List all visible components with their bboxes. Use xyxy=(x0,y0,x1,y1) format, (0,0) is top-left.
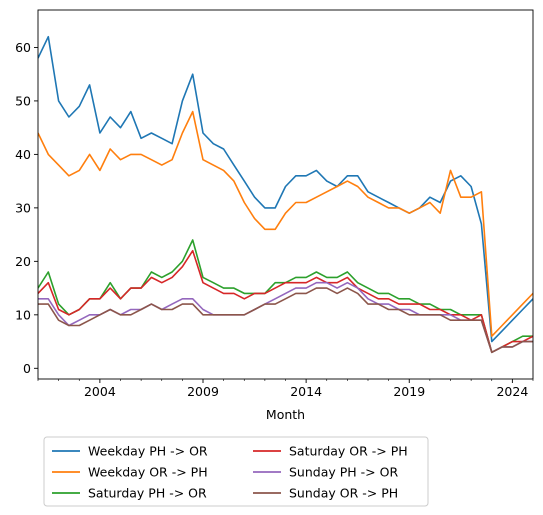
x-tick-label: 2024 xyxy=(496,384,528,399)
series-line-6 xyxy=(38,287,533,354)
y-tick-label: 40 xyxy=(15,147,31,162)
legend-item: Weekday PH -> OR xyxy=(52,444,208,459)
series-line-2 xyxy=(38,110,533,338)
legend-label: Weekday PH -> OR xyxy=(88,444,208,459)
legend-label: Weekday OR -> PH xyxy=(88,465,208,480)
y-tick-label: 10 xyxy=(15,307,31,322)
y-tick-label: 0 xyxy=(23,361,31,376)
y-tick-label: 30 xyxy=(15,200,31,215)
legend-label: Saturday OR -> PH xyxy=(289,444,408,459)
x-axis-label: Month xyxy=(266,407,305,422)
x-tick-label: 2014 xyxy=(290,384,322,399)
x-tick-label: 2019 xyxy=(393,384,425,399)
y-tick-label: 20 xyxy=(15,254,31,269)
legend-label: Saturday PH -> OR xyxy=(88,486,207,501)
series-line-1 xyxy=(38,35,533,343)
series-line-4 xyxy=(38,249,533,354)
legend-label: Sunday PH -> OR xyxy=(289,465,398,480)
legend-label: Sunday OR -> PH xyxy=(289,486,398,501)
y-tick-label: 50 xyxy=(15,93,31,108)
legend-item: Saturday PH -> OR xyxy=(52,486,207,501)
series-line-5 xyxy=(38,281,533,354)
y-tick-label: 60 xyxy=(15,40,31,55)
legend-item: Weekday OR -> PH xyxy=(52,465,208,480)
x-tick-label: 2004 xyxy=(84,384,116,399)
legend-item: Saturday OR -> PH xyxy=(253,444,408,459)
y-axis: 0 10 20 30 40 50 60 xyxy=(15,40,38,376)
legend-item: Sunday OR -> PH xyxy=(253,486,398,501)
legend-item: Sunday PH -> OR xyxy=(253,465,398,480)
series-layer xyxy=(38,35,533,354)
legend: Weekday PH -> OR Weekday OR -> PH Saturday… xyxy=(43,436,429,507)
x-axis: 2004 2009 2014 2019 2024 xyxy=(37,379,534,399)
x-tick-label: 2009 xyxy=(187,384,219,399)
plot-area-frame xyxy=(37,9,534,380)
legend-box xyxy=(43,436,429,507)
